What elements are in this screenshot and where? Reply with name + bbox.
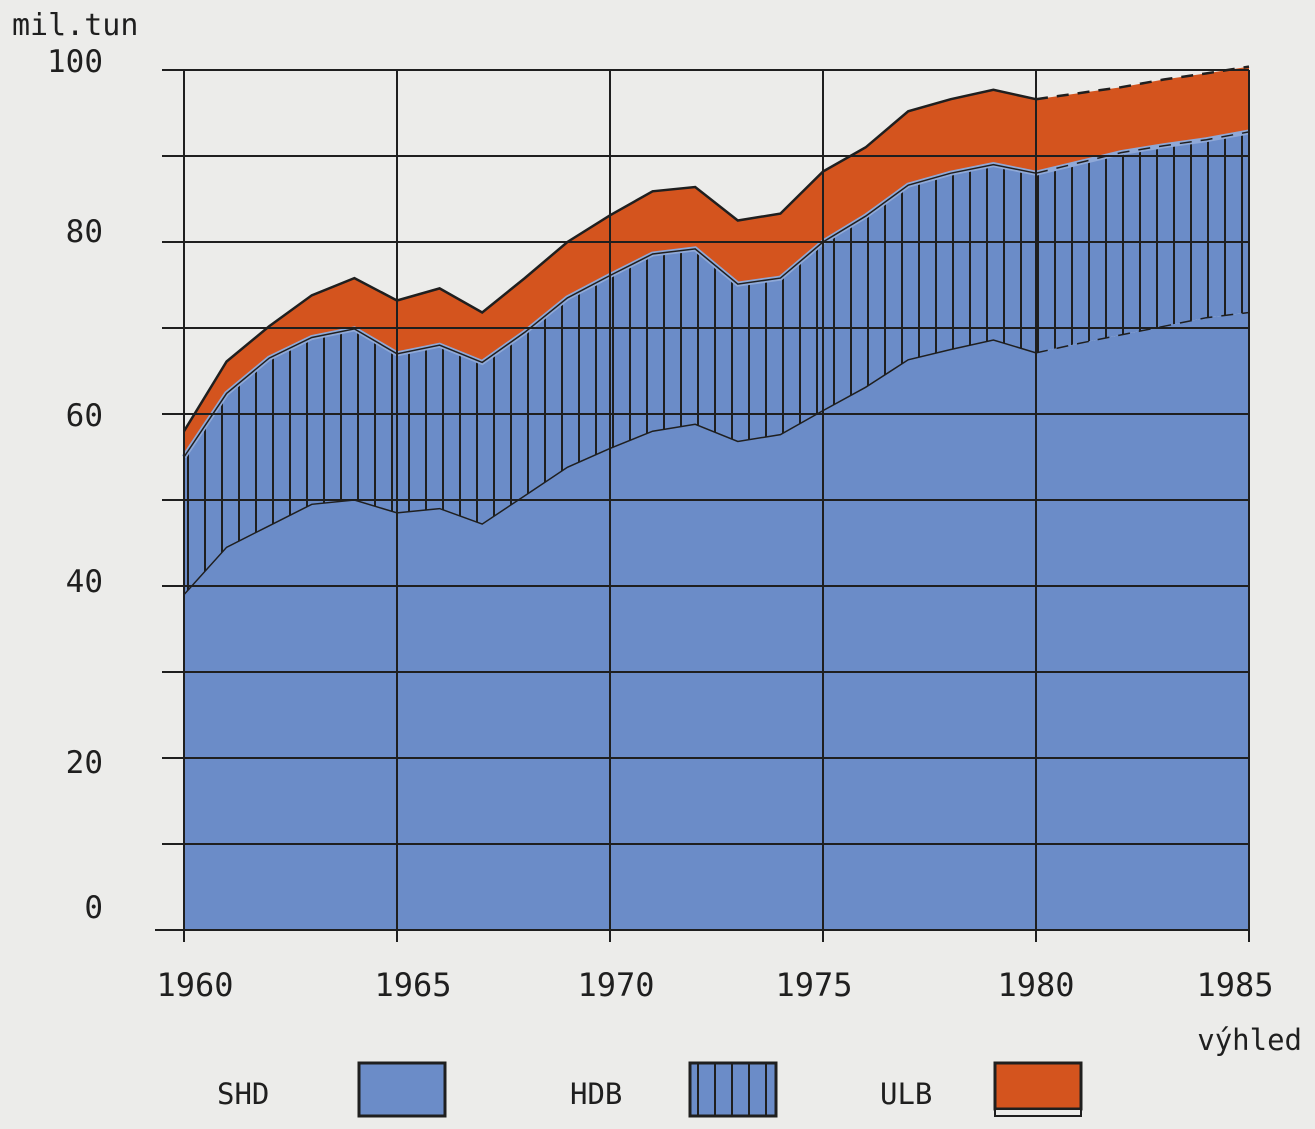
y-tick-label-100: 100: [47, 44, 103, 80]
ulb-line: [182, 88, 1037, 432]
legend-swatch-ulb-base: [994, 1108, 1082, 1117]
y-tick-label-40: 40: [66, 564, 103, 600]
y-tick-label-80: 80: [66, 214, 103, 250]
x-tick-label-1970: 1970: [577, 966, 654, 1004]
x-tick-label-1965: 1965: [374, 966, 451, 1004]
shd-line: [183, 339, 1037, 596]
x-tick-label-1980: 1980: [997, 966, 1074, 1004]
y-tick-label-0: 0: [84, 890, 103, 926]
areas-layer: [181, 66, 1250, 930]
y-tick-label-20: 20: [66, 745, 103, 781]
area-shd: [184, 312, 1249, 930]
hdb-forecast-line: [1035, 131, 1250, 174]
y-tick-labels: 0 20 40 60 80 100: [47, 44, 103, 926]
legend: SHD HDB ULB: [217, 1061, 1083, 1118]
y-tick-label-60: 60: [66, 398, 103, 434]
legend-label-hdb: HDB: [570, 1077, 622, 1111]
x-tick-label-1985: 1985: [1196, 966, 1273, 1004]
x-tick-label-1960: 1960: [156, 966, 233, 1004]
forecast-label: výhled: [1197, 1023, 1302, 1057]
legend-item-ulb: ULB: [880, 1061, 1083, 1117]
hdb-line: [183, 163, 1037, 458]
legend-swatch-hdb: [688, 1061, 778, 1118]
legend-item-shd: SHD: [217, 1061, 447, 1118]
legend-label-shd: SHD: [217, 1077, 269, 1111]
legend-label-ulb: ULB: [880, 1077, 932, 1111]
legend-swatch-ulb: [993, 1061, 1083, 1111]
legend-swatch-shd: [357, 1061, 447, 1118]
area-hdb: [184, 131, 1249, 595]
ulb-forecast-line: [1035, 65, 1250, 101]
shd-forecast-line: [1035, 311, 1250, 354]
y-axis-unit-label: mil.tun: [12, 8, 138, 43]
legend-item-hdb: HDB: [570, 1061, 778, 1118]
grid-layer: [155, 69, 1250, 942]
x-tick-label-1975: 1975: [775, 966, 852, 1004]
lines-layer: [182, 65, 1250, 596]
x-tick-labels: 1960 1965 1970 1975 1980 1985: [156, 966, 1273, 1004]
